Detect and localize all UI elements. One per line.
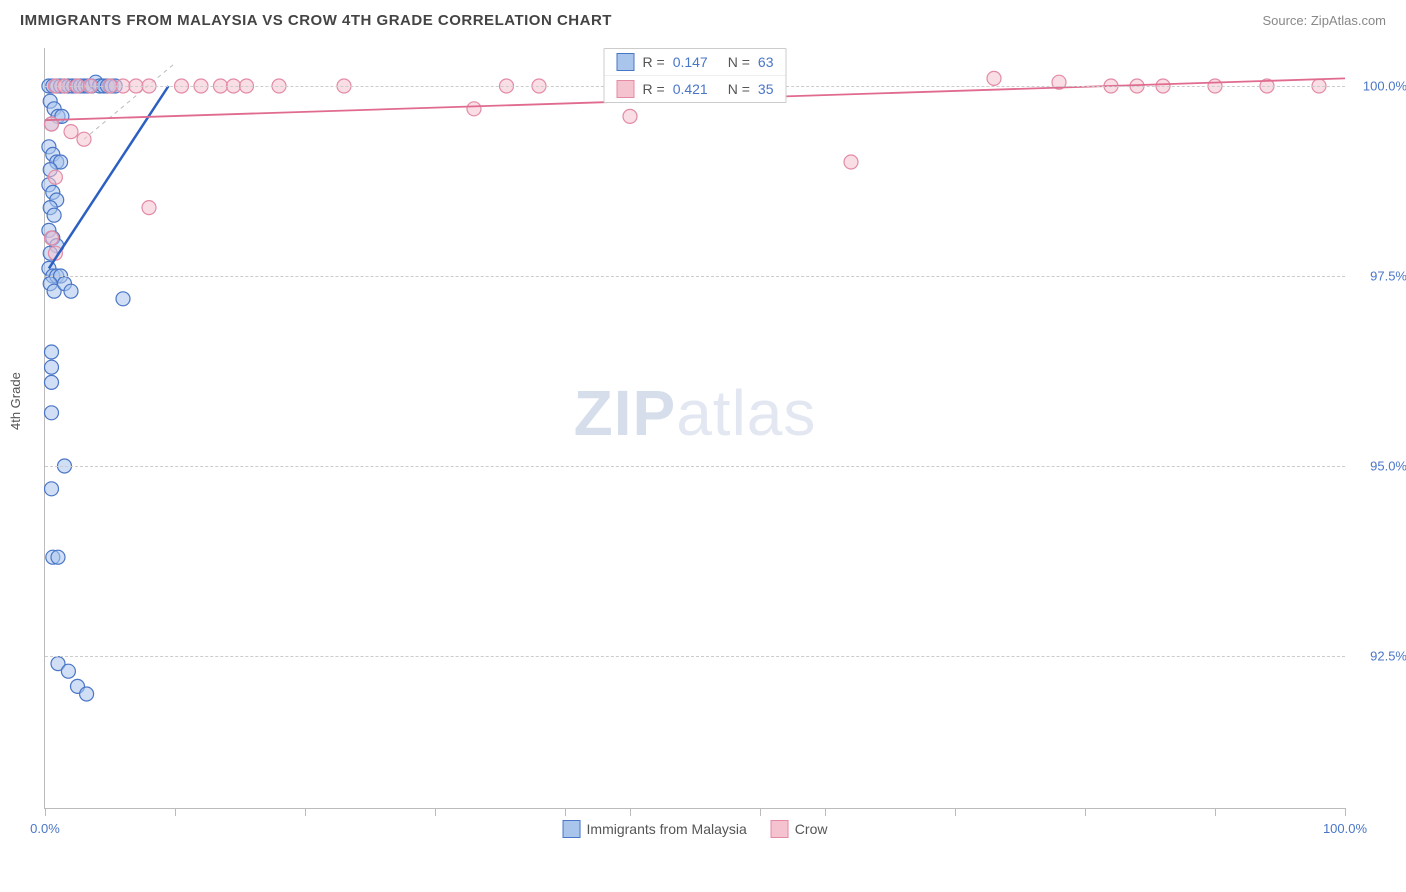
scatter-point (623, 109, 637, 123)
xtick (1215, 808, 1216, 816)
legend-series-item: Immigrants from Malaysia (563, 820, 747, 838)
gridline-h (45, 276, 1345, 277)
legend-stats-row: R = 0.147 N = 63 (605, 49, 786, 76)
legend-series-item: Crow (771, 820, 828, 838)
xtick (955, 808, 956, 816)
legend-series-label: Immigrants from Malaysia (587, 821, 747, 837)
xtick-label-left: 0.0% (30, 821, 60, 836)
ytick-label: 100.0% (1363, 79, 1406, 94)
scatter-point (64, 125, 78, 139)
gridline-h (45, 656, 1345, 657)
scatter-point (45, 482, 59, 496)
xtick (1085, 808, 1086, 816)
xtick (45, 808, 46, 816)
legend-swatch (771, 820, 789, 838)
gridline-h (45, 466, 1345, 467)
scatter-point (77, 132, 91, 146)
legend-series-label: Crow (795, 821, 828, 837)
chart-title: IMMIGRANTS FROM MALAYSIA VS CROW 4TH GRA… (20, 12, 612, 29)
scatter-point (844, 155, 858, 169)
legend-swatch (617, 53, 635, 71)
ytick-label: 95.0% (1370, 459, 1406, 474)
legend-series: Immigrants from Malaysia Crow (563, 820, 828, 838)
xtick-label-right: 100.0% (1323, 821, 1367, 836)
legend-r-label: R = (643, 81, 665, 97)
scatter-point (142, 201, 156, 215)
legend-stats-row: R = 0.421 N = 35 (605, 76, 786, 102)
scatter-point (116, 292, 130, 306)
source-label: Source: ZipAtlas.com (1262, 13, 1386, 28)
legend-n-label: N = (728, 54, 750, 70)
scatter-point (61, 664, 75, 678)
xtick (175, 808, 176, 816)
scatter-point (987, 71, 1001, 85)
legend-stats: R = 0.147 N = 63 R = 0.421 N = 35 (604, 48, 787, 103)
legend-swatch (617, 80, 635, 98)
legend-swatch (563, 820, 581, 838)
xtick (825, 808, 826, 816)
scatter-point (45, 231, 59, 245)
scatter-point (467, 102, 481, 116)
scatter-point (45, 345, 59, 359)
scatter-point (64, 284, 78, 298)
chart-plot-area: ZIPatlas R = 0.147N = 63R = 0.421N = 35 … (44, 48, 1345, 809)
xtick (1345, 808, 1346, 816)
scatter-point (45, 406, 59, 420)
scatter-point (80, 687, 94, 701)
scatter-point (48, 170, 62, 184)
legend-r-value: 0.147 (673, 54, 708, 70)
legend-n-value: 35 (758, 81, 774, 97)
scatter-point (45, 360, 59, 374)
legend-r-value: 0.421 (673, 81, 708, 97)
y-axis-label: 4th Grade (8, 372, 23, 430)
title-bar: IMMIGRANTS FROM MALAYSIA VS CROW 4TH GRA… (0, 0, 1406, 37)
ytick-label: 97.5% (1370, 269, 1406, 284)
xtick (630, 808, 631, 816)
xtick (305, 808, 306, 816)
scatter-point (47, 208, 61, 222)
xtick (760, 808, 761, 816)
legend-n-label: N = (728, 81, 750, 97)
scatter-point (51, 550, 65, 564)
plot-svg (45, 48, 1345, 808)
scatter-point (45, 375, 59, 389)
xtick (435, 808, 436, 816)
legend-r-label: R = (643, 54, 665, 70)
legend-n-value: 63 (758, 54, 774, 70)
ytick-label: 92.5% (1370, 649, 1406, 664)
xtick (565, 808, 566, 816)
